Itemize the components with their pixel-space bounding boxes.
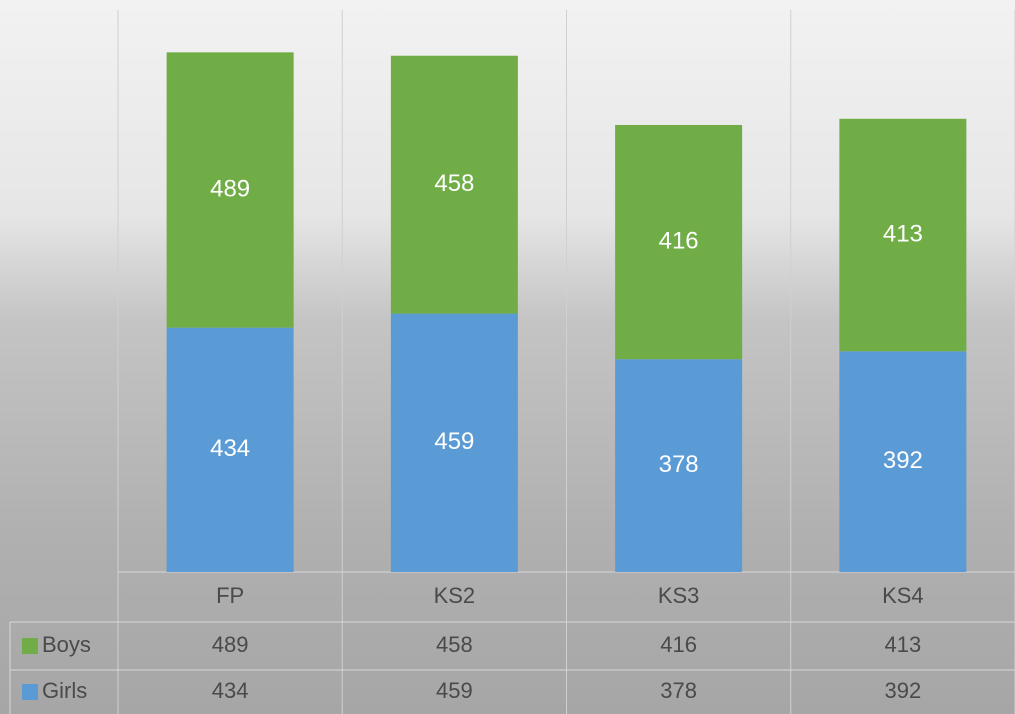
category-label: KS3 — [658, 583, 700, 608]
table-value: 413 — [885, 632, 922, 657]
bar-segment — [615, 359, 743, 572]
bar-segment — [390, 55, 518, 314]
bar-label: 458 — [434, 170, 474, 197]
bar-label: 416 — [659, 227, 699, 254]
bar-label: 459 — [434, 428, 474, 455]
category-label: KS4 — [882, 583, 924, 608]
bar-label: 392 — [883, 447, 923, 474]
table-value: 378 — [660, 678, 697, 703]
table-value: 459 — [436, 678, 473, 703]
bar-segment — [839, 351, 967, 572]
bar-label: 434 — [210, 435, 250, 462]
category-label: FP — [216, 583, 244, 608]
table-value: 392 — [885, 678, 922, 703]
category-label: KS2 — [434, 583, 476, 608]
legend-swatch — [22, 638, 38, 654]
bar-label: 489 — [210, 175, 250, 202]
bar-segment — [615, 124, 743, 360]
bar-segment — [166, 327, 294, 572]
legend-label: Boys — [42, 632, 91, 657]
table-value: 416 — [660, 632, 697, 657]
bar-segment — [839, 118, 967, 352]
table-value: 458 — [436, 632, 473, 657]
bar-label: 413 — [883, 220, 923, 247]
legend-label: Girls — [42, 678, 87, 703]
table-value: 489 — [212, 632, 249, 657]
table-value: 434 — [212, 678, 249, 703]
legend-swatch — [22, 684, 38, 700]
bar-label: 378 — [659, 451, 699, 478]
bar-segment — [166, 52, 294, 328]
bar-segment — [390, 313, 518, 572]
